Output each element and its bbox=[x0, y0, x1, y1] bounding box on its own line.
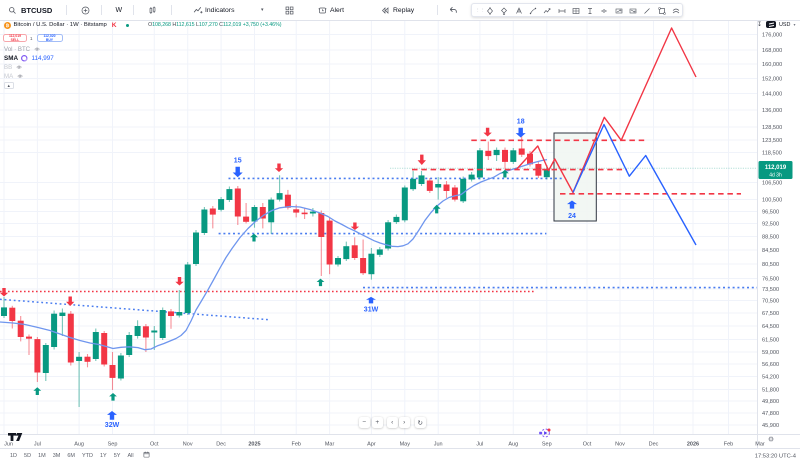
svg-text:Feb: Feb bbox=[291, 442, 300, 448]
svg-text:100,500: 100,500 bbox=[762, 198, 782, 204]
svg-text:84,500: 84,500 bbox=[762, 248, 779, 254]
svg-text:59,000: 59,000 bbox=[762, 350, 779, 356]
svg-text:Apr: Apr bbox=[367, 442, 376, 448]
svg-text:Aug: Aug bbox=[74, 442, 84, 448]
svg-text:Jun: Jun bbox=[434, 442, 443, 448]
svg-text:Aug: Aug bbox=[508, 442, 518, 448]
svg-text:168,000: 168,000 bbox=[762, 48, 782, 54]
svg-text:80,500: 80,500 bbox=[762, 262, 779, 268]
svg-text:Mar: Mar bbox=[325, 442, 335, 448]
svg-text:96,500: 96,500 bbox=[762, 210, 779, 216]
svg-text:160,000: 160,000 bbox=[762, 62, 782, 68]
svg-text:Mar: Mar bbox=[755, 442, 765, 448]
svg-text:Jun: Jun bbox=[4, 442, 13, 448]
svg-text:70,500: 70,500 bbox=[762, 299, 779, 305]
svg-text:176,000: 176,000 bbox=[762, 33, 782, 39]
svg-text:Nov: Nov bbox=[183, 442, 193, 448]
svg-text:⚙: ⚙ bbox=[768, 436, 774, 444]
svg-text:32W: 32W bbox=[105, 422, 120, 429]
svg-text:88,500: 88,500 bbox=[762, 235, 779, 241]
svg-text:Dec: Dec bbox=[216, 442, 226, 448]
svg-text:Dec: Dec bbox=[649, 442, 659, 448]
svg-text:123,500: 123,500 bbox=[762, 138, 782, 144]
svg-text:2025: 2025 bbox=[248, 442, 260, 448]
svg-text:118,500: 118,500 bbox=[762, 151, 782, 157]
svg-text:24: 24 bbox=[568, 213, 576, 220]
svg-text:Sep: Sep bbox=[542, 442, 552, 448]
svg-text:73,500: 73,500 bbox=[762, 287, 779, 293]
svg-text:18: 18 bbox=[517, 119, 525, 126]
svg-text:Oct: Oct bbox=[150, 442, 159, 448]
svg-text:31W: 31W bbox=[364, 307, 379, 314]
svg-text:67,500: 67,500 bbox=[762, 311, 779, 317]
svg-text:Nov: Nov bbox=[615, 442, 625, 448]
svg-text:92,500: 92,500 bbox=[762, 222, 779, 228]
svg-text:112,019: 112,019 bbox=[765, 165, 787, 171]
svg-text:64,500: 64,500 bbox=[762, 324, 779, 330]
svg-text:45,900: 45,900 bbox=[762, 423, 779, 429]
svg-text:Jul: Jul bbox=[34, 442, 41, 448]
svg-text:47,800: 47,800 bbox=[762, 411, 779, 417]
svg-text:2026: 2026 bbox=[687, 442, 699, 448]
svg-text:54,200: 54,200 bbox=[762, 375, 779, 381]
svg-text:76,500: 76,500 bbox=[762, 277, 779, 283]
svg-text:May: May bbox=[400, 442, 411, 448]
svg-text:₿: ₿ bbox=[6, 23, 10, 28]
svg-text:Sep: Sep bbox=[108, 442, 118, 448]
svg-text:56,600: 56,600 bbox=[762, 362, 779, 368]
svg-text:128,500: 128,500 bbox=[762, 125, 782, 131]
svg-text:136,000: 136,000 bbox=[762, 108, 782, 114]
svg-text:15: 15 bbox=[234, 158, 242, 165]
svg-text:106,500: 106,500 bbox=[762, 181, 782, 187]
svg-text:152,000: 152,000 bbox=[762, 77, 782, 83]
svg-text:61,500: 61,500 bbox=[762, 338, 779, 344]
svg-text:17:53:20 UTC-4: 17:53:20 UTC-4 bbox=[755, 454, 797, 460]
svg-text:Feb: Feb bbox=[724, 442, 733, 448]
svg-text:Jul: Jul bbox=[476, 442, 483, 448]
svg-text:49,800: 49,800 bbox=[762, 399, 779, 405]
svg-text:144,000: 144,000 bbox=[762, 92, 782, 98]
svg-text:Oct: Oct bbox=[583, 442, 592, 448]
svg-text:51,800: 51,800 bbox=[762, 388, 779, 394]
svg-text:4d 3h: 4d 3h bbox=[769, 173, 782, 179]
